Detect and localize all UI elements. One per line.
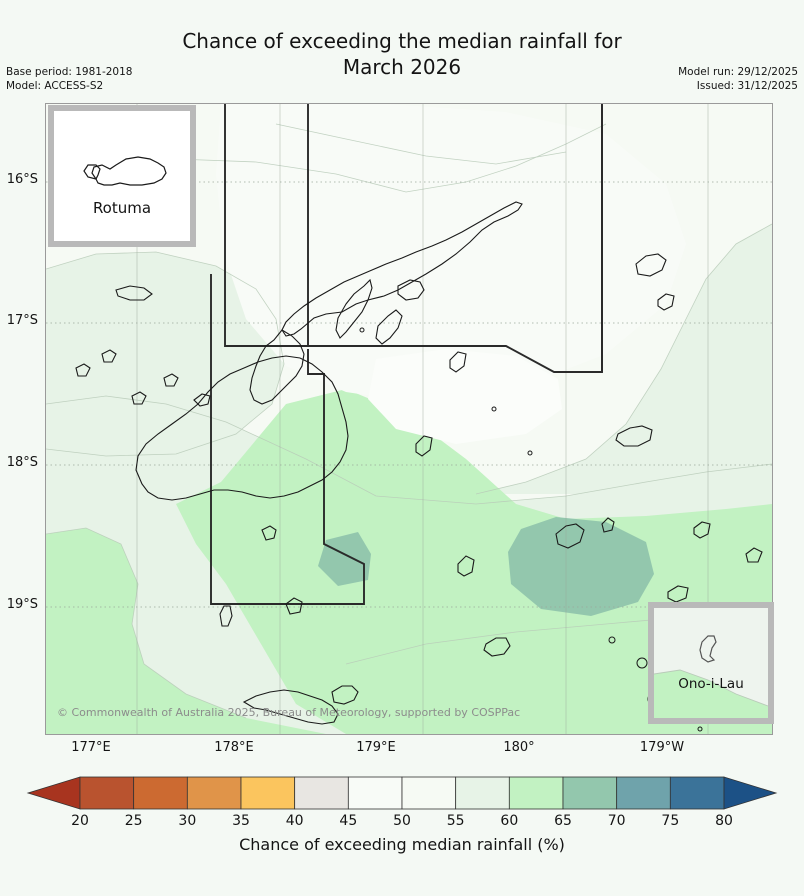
title-line-2: March 2026 xyxy=(342,55,462,79)
x-axis-label-179w: 179°W xyxy=(639,740,685,755)
colorbar-tick-75: 75 xyxy=(661,813,680,829)
region-65-70-small-patch xyxy=(318,532,371,586)
colorbar-swatches[interactable] xyxy=(0,775,804,811)
chart-header: Chance of exceeding the median rainfall … xyxy=(0,0,804,103)
x-axis-label-179e: 179°E xyxy=(356,740,396,755)
region-50-55-north xyxy=(216,104,686,404)
colorbar-tick-80: 80 xyxy=(715,813,733,829)
colorbar-tick-65: 65 xyxy=(554,813,572,829)
colorbar-band-35-40 xyxy=(240,776,296,810)
colorbar-tick-35: 35 xyxy=(232,813,250,829)
colorbar-band-group xyxy=(79,776,725,810)
region-65-70-lau xyxy=(508,517,654,616)
y-axis-label-19s: 19°S xyxy=(6,597,38,612)
colorbar-tick-50: 50 xyxy=(393,813,411,829)
y-axis-label-17s: 17°S xyxy=(6,313,38,328)
model-text: Model: ACCESS-S2 xyxy=(6,80,104,92)
colorbar[interactable]: 20 25 30 35 40 45 50 55 60 65 70 75 80 Chance of exc… xyxy=(0,775,804,895)
inset-rotuma[interactable]: Rotuma xyxy=(48,105,196,247)
colorbar-band-30-35 xyxy=(186,776,242,810)
y-axis-label-18s: 18°S xyxy=(6,455,38,470)
region-45-50-central xyxy=(368,349,562,444)
map-canvas xyxy=(46,104,772,734)
colorbar-band-45-50 xyxy=(347,776,403,810)
coastlines xyxy=(75,201,763,725)
x-axis-label-180: 180° xyxy=(503,740,535,755)
colorbar-under-arrow xyxy=(26,776,81,810)
inset-ono-i-lau[interactable]: Ono-i-Lau xyxy=(648,602,774,724)
colorbar-band-75-80 xyxy=(669,776,725,810)
colorbar-band-65-70 xyxy=(562,776,618,810)
copyright-text: © Commonwealth of Australia 2025, Bureau… xyxy=(57,706,521,719)
issued-text: Issued: 31/12/2025 xyxy=(696,80,798,92)
x-axis-label-178e: 178°E xyxy=(214,740,254,755)
model-run-text: Model run: 29/12/2025 xyxy=(678,66,798,78)
ono-i-lau-island-shape xyxy=(654,608,768,718)
page-title: Chance of exceeding the median rainfall … xyxy=(0,28,804,80)
title-line-1: Chance of exceeding the median rainfall … xyxy=(182,29,622,53)
rainfall-probability-map[interactable] xyxy=(45,103,773,735)
colorbar-tick-55: 55 xyxy=(446,813,465,829)
colorbar-tick-30: 30 xyxy=(178,813,197,829)
metadata-right: Model run: 29/12/2025 Issued: 31/12/2025 xyxy=(678,65,798,93)
colorbar-tick-40: 40 xyxy=(285,813,304,829)
colorbar-band-25-30 xyxy=(133,776,188,810)
colorbar-tick-60: 60 xyxy=(500,813,519,829)
colorbar-band-70-75 xyxy=(616,776,671,810)
colorbar-title: Chance of exceeding median rainfall (%) xyxy=(239,835,565,854)
base-period-text: Base period: 1981-2018 xyxy=(6,66,133,78)
y-axis-label-16s: 16°S xyxy=(6,172,38,187)
region-60-65-west xyxy=(46,528,326,734)
colorbar-band-20-25 xyxy=(79,776,135,810)
inset-ono-label: Ono-i-Lau xyxy=(678,676,744,692)
eez-boundary xyxy=(210,104,603,605)
rotuma-island-shape xyxy=(83,156,167,186)
colorbar-tick-labels: 20 25 30 35 40 45 50 55 60 65 70 75 80 xyxy=(0,813,804,833)
colorbar-tick-20: 20 xyxy=(71,813,89,829)
inset-rotuma-label: Rotuma xyxy=(92,199,152,217)
metadata-left: Base period: 1981-2018 Model: ACCESS-S2 xyxy=(6,65,132,93)
colorbar-band-50-55 xyxy=(401,776,457,810)
colorbar-band-60-65 xyxy=(508,776,564,810)
colorbar-band-55-60 xyxy=(455,776,510,810)
colorbar-tick-45: 45 xyxy=(339,813,358,829)
x-axis-label-177e: 177°E xyxy=(71,740,111,755)
colorbar-tick-25: 25 xyxy=(124,813,143,829)
colorbar-tick-70: 70 xyxy=(607,813,626,829)
colorbar-band-40-45 xyxy=(294,776,349,810)
region-55-60-east xyxy=(476,224,772,494)
colorbar-over-arrow xyxy=(723,776,778,810)
